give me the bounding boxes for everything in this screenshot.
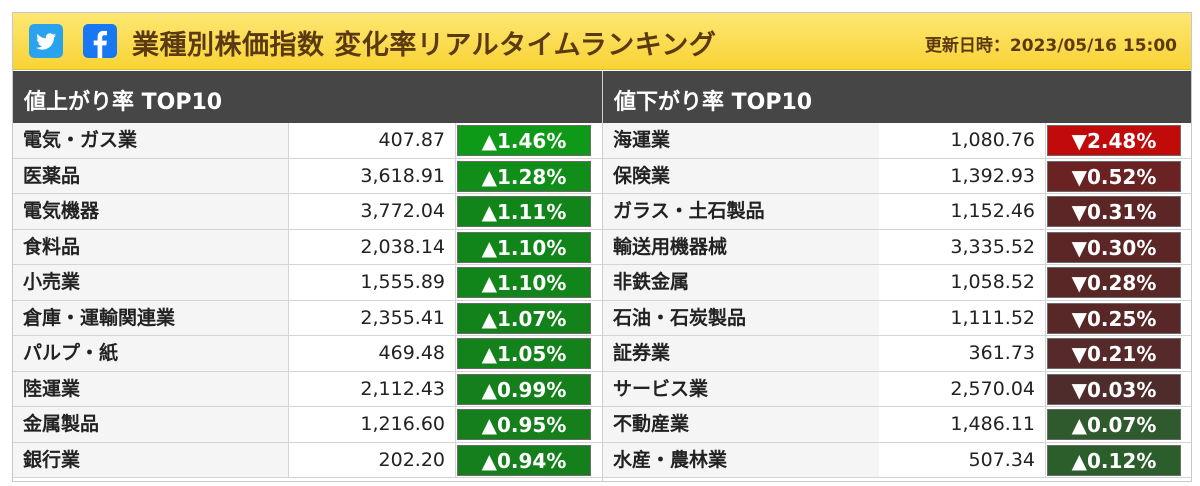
index-value: 3,772.04	[289, 194, 456, 229]
list-item[interactable]: 電気・ガス業 407.87 ▲1.46%	[13, 123, 602, 159]
change-badge: ▲1.28%	[457, 160, 591, 192]
change-badge: ▲1.10%	[457, 267, 591, 298]
list-item[interactable]: 倉庫・運輸関連業 2,355.41 ▲1.07%	[13, 300, 602, 336]
losers-list: 海運業 1,080.76 ▼2.48% 保険業 1,392.93 ▼0.52% ガラス・土石…	[603, 123, 1191, 478]
list-item[interactable]: 保険業 1,392.93 ▼0.52%	[603, 158, 1191, 194]
list-item[interactable]: 医薬品 3,618.91 ▲1.28%	[13, 158, 602, 194]
change-badge: ▲1.07%	[457, 302, 591, 334]
industry-name: 小売業	[13, 265, 289, 300]
index-value: 1,152.46	[879, 194, 1046, 229]
index-value: 3,618.91	[289, 158, 456, 193]
industry-name: サービス業	[603, 371, 879, 406]
index-value: 2,355.41	[289, 300, 456, 335]
list-item[interactable]: 輸送用機器械 3,335.52 ▼0.30%	[603, 229, 1191, 265]
index-value: 2,112.43	[289, 371, 456, 406]
change-badge: ▼0.03%	[1047, 373, 1181, 405]
industry-name: 陸運業	[13, 371, 289, 406]
industry-name: 不動産業	[603, 407, 879, 442]
index-value: 1,058.52	[879, 265, 1046, 300]
change-badge: ▲0.99%	[457, 373, 591, 405]
list-item[interactable]: 金属製品 1,216.60 ▲0.95%	[13, 407, 602, 443]
change-badge: ▲0.94%	[457, 444, 591, 476]
index-value: 1,486.11	[879, 407, 1046, 442]
change-badge: ▼0.21%	[1047, 338, 1181, 369]
industry-name: 証券業	[603, 336, 879, 371]
list-item[interactable]: 不動産業 1,486.11 ▲0.07%	[603, 407, 1191, 443]
index-value: 507.34	[879, 442, 1046, 477]
industry-name: 保険業	[603, 158, 879, 193]
list-item[interactable]: 小売業 1,555.89 ▲1.10%	[13, 265, 602, 301]
industry-name: 金属製品	[13, 407, 289, 442]
index-value: 2,038.14	[289, 229, 456, 264]
list-item[interactable]: 食料品 2,038.14 ▲1.10%	[13, 229, 602, 265]
industry-name: 電気・ガス業	[13, 123, 289, 158]
change-badge: ▲0.95%	[457, 409, 591, 440]
index-value: 1,216.60	[289, 407, 456, 442]
gainers-panel: 値上がり率 TOP10 電気・ガス業 407.87 ▲1.46% 医薬品 3,618.9…	[13, 71, 602, 481]
widget-header: 業種別株価指数 変化率リアルタイムランキング 更新日時：2023/05/16 1…	[13, 13, 1191, 70]
change-badge: ▲0.07%	[1047, 409, 1181, 440]
change-badge: ▲0.12%	[1047, 444, 1181, 476]
index-value: 3,335.52	[879, 229, 1046, 264]
index-value: 1,555.89	[289, 265, 456, 300]
gainers-list: 電気・ガス業 407.87 ▲1.46% 医薬品 3,618.91 ▲1.28% 電気機器 3…	[13, 123, 602, 478]
change-badge: ▲1.10%	[457, 231, 591, 263]
industry-name: 輸送用機器械	[603, 229, 879, 264]
update-timestamp: 更新日時：2023/05/16 15:00	[924, 36, 1177, 56]
change-badge: ▼2.48%	[1047, 125, 1181, 156]
change-badge: ▼0.30%	[1047, 231, 1181, 263]
index-value: 361.73	[879, 336, 1046, 371]
list-item[interactable]: 銀行業 202.20 ▲0.94%	[13, 442, 602, 478]
index-value: 1,111.52	[879, 300, 1046, 335]
list-item[interactable]: 陸運業 2,112.43 ▲0.99%	[13, 371, 602, 407]
losers-title: 値下がり率 TOP10	[603, 71, 1191, 123]
change-badge: ▼0.31%	[1047, 196, 1181, 227]
list-item[interactable]: 非鉄金属 1,058.52 ▼0.28%	[603, 265, 1191, 301]
losers-panel: 値下がり率 TOP10 海運業 1,080.76 ▼2.48% 保険業 1,392.93…	[602, 71, 1191, 481]
change-badge: ▲1.46%	[457, 125, 591, 156]
gainers-title: 値上がり率 TOP10	[13, 71, 602, 123]
list-item[interactable]: 海運業 1,080.76 ▼2.48%	[603, 123, 1191, 159]
page-title: 業種別株価指数 変化率リアルタイムランキング	[132, 30, 717, 61]
industry-name: ガラス・土石製品	[603, 194, 879, 229]
index-value: 1,392.93	[879, 158, 1046, 193]
twitter-share-icon[interactable]	[29, 24, 63, 58]
index-value: 202.20	[289, 442, 456, 477]
index-value: 2,570.04	[879, 371, 1046, 406]
industry-name: 非鉄金属	[603, 265, 879, 300]
list-item[interactable]: 石油・石炭製品 1,111.52 ▼0.25%	[603, 300, 1191, 336]
industry-name: 石油・石炭製品	[603, 300, 879, 335]
list-item[interactable]: 証券業 361.73 ▼0.21%	[603, 336, 1191, 372]
industry-name: 倉庫・運輸関連業	[13, 300, 289, 335]
industry-name: 水産・農林業	[603, 442, 879, 477]
index-value: 1,080.76	[879, 123, 1046, 158]
industry-name: 銀行業	[13, 442, 289, 477]
list-item[interactable]: パルプ・紙 469.48 ▲1.05%	[13, 336, 602, 372]
index-value: 469.48	[289, 336, 456, 371]
list-item[interactable]: 電気機器 3,772.04 ▲1.11%	[13, 194, 602, 230]
industry-name: 医薬品	[13, 158, 289, 193]
list-item[interactable]: 水産・農林業 507.34 ▲0.12%	[603, 442, 1191, 478]
industry-name: 食料品	[13, 229, 289, 264]
facebook-share-icon[interactable]	[83, 24, 117, 58]
industry-name: 海運業	[603, 123, 879, 158]
change-badge: ▲1.11%	[457, 196, 591, 227]
industry-name: 電気機器	[13, 194, 289, 229]
change-badge: ▼0.28%	[1047, 267, 1181, 298]
index-value: 407.87	[289, 123, 456, 158]
change-badge: ▲1.05%	[457, 338, 591, 369]
ranking-widget: 業種別株価指数 変化率リアルタイムランキング 更新日時：2023/05/16 1…	[12, 12, 1192, 482]
list-item[interactable]: サービス業 2,570.04 ▼0.03%	[603, 371, 1191, 407]
list-item[interactable]: ガラス・土石製品 1,152.46 ▼0.31%	[603, 194, 1191, 230]
industry-name: パルプ・紙	[13, 336, 289, 371]
change-badge: ▼0.25%	[1047, 302, 1181, 334]
change-badge: ▼0.52%	[1047, 160, 1181, 192]
